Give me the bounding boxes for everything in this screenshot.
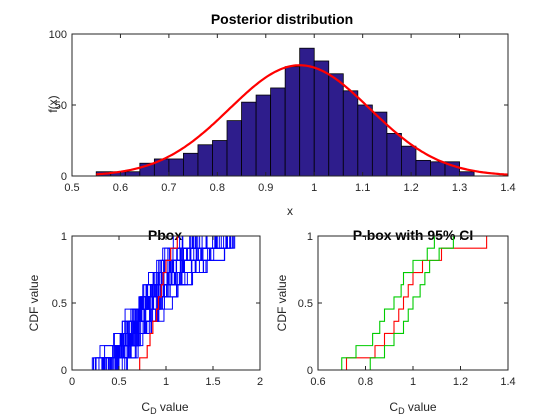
x-tick-label: 0.5 (111, 376, 126, 388)
cdf-line (369, 236, 454, 370)
histogram-bar (357, 104, 373, 177)
x-tick-label: 0.6 (310, 376, 325, 388)
x-tick-label: 0.6 (113, 182, 128, 194)
cdf-line (139, 236, 178, 370)
y-tick-label: 0.5 (298, 298, 313, 310)
histogram-bar (183, 152, 199, 177)
x-tick-label: 1.4 (500, 376, 515, 388)
y-axis-label: CDF value (275, 274, 289, 331)
x-tick-label: 1 (410, 376, 416, 388)
x-tick-label: 1.2 (403, 182, 418, 194)
x-tick-label: 1.1 (355, 182, 370, 194)
axes: 0 0.5 1 1.5 2 0 0.5 1 (52, 231, 263, 388)
x-tick-label: 0 (69, 376, 75, 388)
x-tick-label: 0.7 (161, 182, 176, 194)
histogram-bar (342, 90, 359, 177)
x-tick-label: 0.9 (258, 182, 273, 194)
chart-title: P-box with 95% CI (353, 227, 474, 243)
y-axis-label: CDF value (27, 274, 41, 331)
histogram-bar (313, 60, 330, 177)
axes: 0.5 0.6 0.7 0.8 0.9 1 1.1 1.2 1.3 1.4 0 50 100 (49, 29, 516, 194)
x-axis-label: CD value (141, 400, 189, 416)
ensemble-cdf-line (111, 236, 193, 370)
y-tick-label: 0 (307, 365, 313, 377)
x-tick-label: 1 (311, 182, 317, 194)
x-tick-label: 1 (163, 376, 169, 388)
x-tick-label: 2 (257, 376, 263, 388)
ensemble-cdf-line (91, 236, 220, 370)
chart-title: Posterior distribution (211, 11, 353, 27)
histogram-bar (226, 120, 242, 177)
posterior-histogram-panel: Posterior distribution f(x) x 0.5 0.6 0.7 0… (46, 11, 516, 218)
y-tick-label: 0 (61, 171, 67, 183)
x-tick-label: 1.5 (205, 376, 220, 388)
histogram-bar (197, 144, 213, 177)
histogram-bar (241, 101, 257, 177)
x-tick-label: 0.8 (358, 376, 373, 388)
histogram-bar (415, 159, 431, 177)
histogram-bar (212, 140, 228, 177)
histogram-bar (401, 145, 417, 177)
x-tick-label: 0.5 (64, 182, 79, 194)
y-tick-label: 0.5 (52, 298, 67, 310)
pbox-panel: Pbox CDF value CD value 0 0.5 1 1.5 200.51 (27, 227, 263, 416)
y-tick-label: 0 (61, 365, 67, 377)
x-tick-label: 0.8 (210, 182, 225, 194)
x-tick-label: 1.4 (500, 182, 515, 194)
histogram-bar (168, 158, 184, 177)
y-tick-label: 1 (61, 231, 67, 243)
cdf-lines (91, 236, 236, 370)
histogram-bar (124, 171, 141, 177)
histogram-bar (328, 73, 344, 177)
y-tick-label: 1 (307, 231, 313, 243)
histogram-bar (255, 94, 272, 177)
y-tick-label: 50 (55, 100, 67, 112)
histogram-bar (284, 66, 301, 177)
cdf-line (345, 236, 488, 370)
x-tick-label: 1.2 (453, 376, 468, 388)
x-axis-label: x (287, 204, 293, 218)
histogram-bar (386, 132, 402, 177)
axes: 0.6 0.8 1 1.2 1.4 0 0.5 1 (298, 231, 516, 388)
cdf-lines (341, 236, 488, 370)
x-tick-label: 1.3 (452, 182, 467, 194)
normal-fit-curve (96, 64, 509, 176)
y-axis-label: f(x) (46, 95, 60, 112)
y-tick-label: 100 (49, 29, 67, 41)
histogram-bar (270, 87, 286, 177)
cdf-line (341, 236, 435, 370)
histogram-bars (95, 47, 475, 177)
ensemble-cdf-line (101, 236, 227, 370)
histogram-bar (459, 171, 475, 177)
x-axis-label: CD value (389, 400, 437, 416)
histogram-bar (430, 161, 446, 177)
pbox-ci-panel: P-box with 95% CI CDF value CD value 0.6… (275, 227, 516, 416)
